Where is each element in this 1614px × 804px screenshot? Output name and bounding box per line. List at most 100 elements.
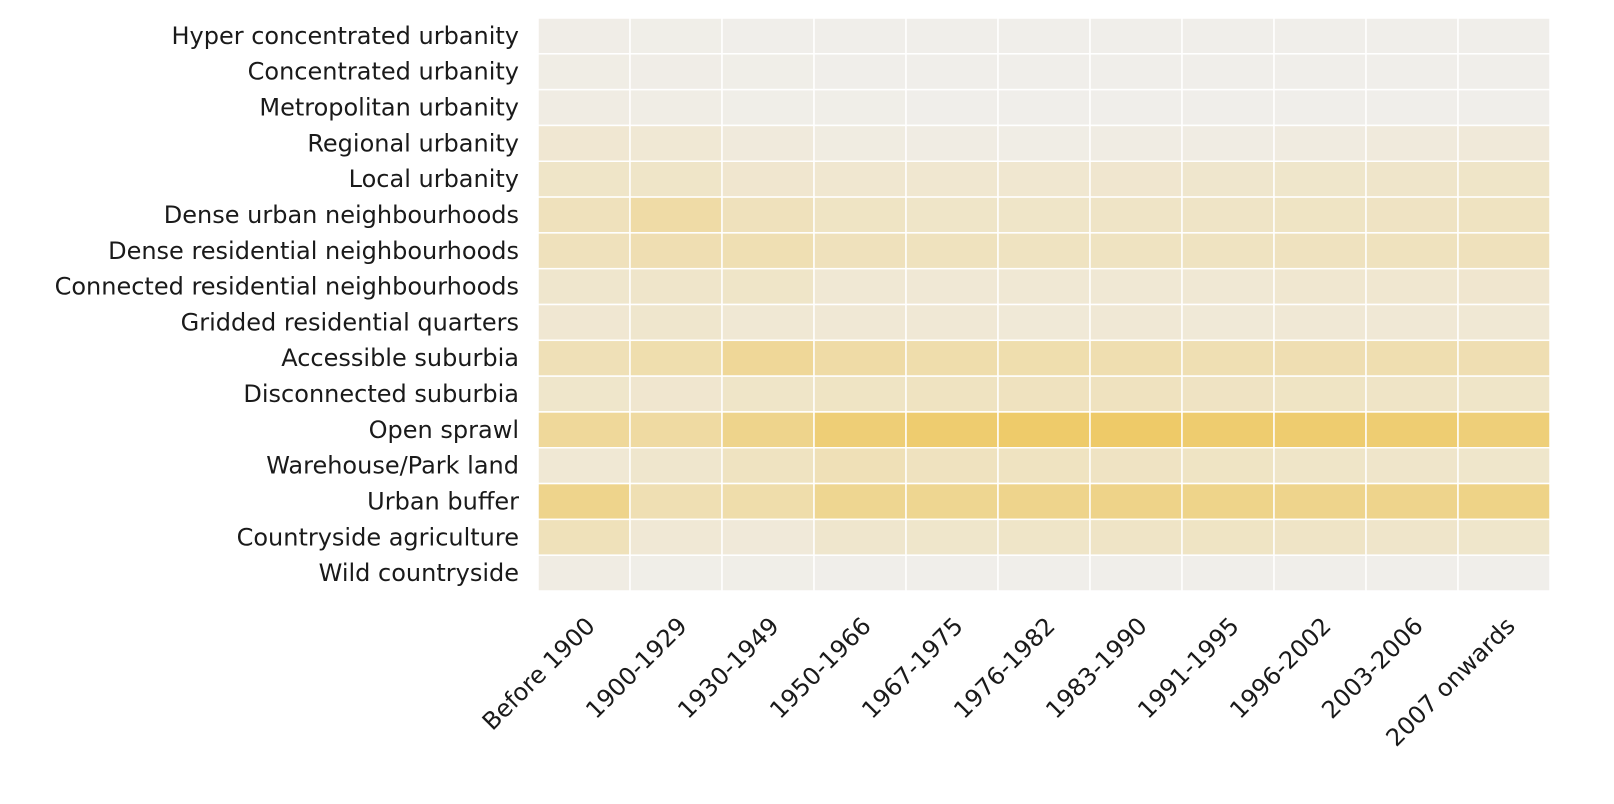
heatmap-cell-warehouse-park-land-before-1900 [537,447,631,485]
heatmap-cell-local-urbanity-1967-1975 [905,160,999,198]
heatmap-cell-accessible-suburbia-before-1900 [537,339,631,377]
heatmap-cell-metropolitan-urbanity-1996-2002 [1273,88,1367,127]
row-label-gridded-residential-quarters: Gridded residential quarters [181,308,519,336]
heatmap-cell-local-urbanity-2003-2006 [1365,160,1459,198]
heatmap-cell-disconnected-suburbia-1930-1949 [721,375,815,413]
heatmap-cell-warehouse-park-land-1996-2002 [1273,447,1367,485]
heatmap-cell-metropolitan-urbanity-2007-onwards [1457,88,1551,127]
heatmap-cell-gridded-residential-quarters-1930-1949 [721,303,815,342]
heatmap-cell-dense-urban-neighbourhoods-before-1900 [537,196,631,234]
heatmap-cell-concentrated-urbanity-2003-2006 [1365,53,1459,91]
heatmap-cell-hyper-concentrated-urbanity-2007-onwards [1457,17,1551,55]
heatmap-cell-connected-residential-neighbourhoods-1930-1949 [721,267,815,306]
cells-layer [537,17,1551,592]
row-label-urban-buffer: Urban buffer [367,487,519,515]
heatmap-cell-accessible-suburbia-1991-1995 [1181,339,1275,377]
heatmap-cell-connected-residential-neighbourhoods-1976-1982 [997,267,1091,306]
heatmap-cell-disconnected-suburbia-1983-1990 [1089,375,1183,413]
heatmap-cell-urban-buffer-1950-1966 [813,482,907,521]
row-label-concentrated-urbanity: Concentrated urbanity [248,58,519,86]
heatmap-cell-concentrated-urbanity-1930-1949 [721,53,815,91]
heatmap-cell-urban-buffer-1976-1982 [997,482,1091,521]
heatmap-cell-urban-buffer-1991-1995 [1181,482,1275,521]
heatmap-cell-connected-residential-neighbourhoods-1950-1966 [813,267,907,306]
heatmap-cell-disconnected-suburbia-1991-1995 [1181,375,1275,413]
heatmap-cell-gridded-residential-quarters-2007-onwards [1457,303,1551,342]
heatmap-cell-warehouse-park-land-1950-1966 [813,447,907,485]
heatmap-cell-hyper-concentrated-urbanity-1900-1929 [629,17,723,55]
heatmap-cell-concentrated-urbanity-1950-1966 [813,53,907,91]
heatmap-cell-wild-countryside-1950-1966 [813,554,907,592]
heatmap-cell-wild-countryside-1967-1975 [905,554,999,592]
heatmap-cell-connected-residential-neighbourhoods-1900-1929 [629,267,723,306]
heatmap-cell-open-sprawl-1991-1995 [1181,411,1275,449]
heatmap-cell-connected-residential-neighbourhoods-2007-onwards [1457,267,1551,306]
heatmap-cell-dense-urban-neighbourhoods-1991-1995 [1181,196,1275,234]
heatmap-cell-disconnected-suburbia-1950-1966 [813,375,907,413]
heatmap-cell-countryside-agriculture-1983-1990 [1089,518,1183,556]
heatmap-cell-local-urbanity-1976-1982 [997,160,1091,198]
heatmap-cell-accessible-suburbia-1967-1975 [905,339,999,377]
heatmap-cell-metropolitan-urbanity-1991-1995 [1181,88,1275,127]
heatmap-cell-metropolitan-urbanity-1950-1966 [813,88,907,127]
heatmap-cell-open-sprawl-2003-2006 [1365,411,1459,449]
heatmap-cell-hyper-concentrated-urbanity-1991-1995 [1181,17,1275,55]
heatmap-cell-open-sprawl-1967-1975 [905,411,999,449]
heatmap-cell-warehouse-park-land-1983-1990 [1089,447,1183,485]
heatmap-cell-regional-urbanity-1967-1975 [905,124,999,163]
heatmap-cell-countryside-agriculture-2003-2006 [1365,518,1459,556]
heatmap-cell-connected-residential-neighbourhoods-1983-1990 [1089,267,1183,306]
row-label-dense-residential-neighbourhoods: Dense residential neighbourhoods [108,237,519,265]
heatmap-cell-wild-countryside-2003-2006 [1365,554,1459,592]
row-label-connected-residential-neighbourhoods: Connected residential neighbourhoods [55,273,519,301]
heatmap-cell-open-sprawl-1976-1982 [997,411,1091,449]
heatmap-cell-metropolitan-urbanity-1930-1949 [721,88,815,127]
heatmap-cell-regional-urbanity-1983-1990 [1089,124,1183,163]
heatmap-cell-urban-buffer-1930-1949 [721,482,815,521]
heatmap-cell-dense-urban-neighbourhoods-1996-2002 [1273,196,1367,234]
heatmap-cell-dense-residential-neighbourhoods-2003-2006 [1365,232,1459,270]
heatmap-cell-dense-residential-neighbourhoods-before-1900 [537,232,631,270]
heatmap-cell-disconnected-suburbia-1900-1929 [629,375,723,413]
heatmap-cell-hyper-concentrated-urbanity-1930-1949 [721,17,815,55]
heatmap-cell-hyper-concentrated-urbanity-1967-1975 [905,17,999,55]
heatmap-cell-disconnected-suburbia-2003-2006 [1365,375,1459,413]
heatmap-cell-countryside-agriculture-1950-1966 [813,518,907,556]
heatmap-cell-gridded-residential-quarters-1976-1982 [997,303,1091,342]
heatmap-cell-dense-urban-neighbourhoods-1967-1975 [905,196,999,234]
heatmap-cell-dense-residential-neighbourhoods-1967-1975 [905,232,999,270]
heatmap-cell-wild-countryside-1991-1995 [1181,554,1275,592]
heatmap-cell-regional-urbanity-1900-1929 [629,124,723,163]
heatmap-cell-dense-residential-neighbourhoods-2007-onwards [1457,232,1551,270]
heatmap-cell-disconnected-suburbia-1967-1975 [905,375,999,413]
heatmap-cell-dense-residential-neighbourhoods-1900-1929 [629,232,723,270]
row-label-wild-countryside: Wild countryside [319,559,519,587]
heatmap-cell-open-sprawl-2007-onwards [1457,411,1551,449]
heatmap-cell-dense-urban-neighbourhoods-1983-1990 [1089,196,1183,234]
heatmap-cell-wild-countryside-1996-2002 [1273,554,1367,592]
heatmap-cell-countryside-agriculture-1900-1929 [629,518,723,556]
heatmap-cell-countryside-agriculture-before-1900 [537,518,631,556]
heatmap-cell-dense-residential-neighbourhoods-1991-1995 [1181,232,1275,270]
heatmap-cell-concentrated-urbanity-before-1900 [537,53,631,91]
row-label-disconnected-suburbia: Disconnected suburbia [243,380,519,408]
heatmap-cell-warehouse-park-land-1991-1995 [1181,447,1275,485]
heatmap-cell-dense-urban-neighbourhoods-1950-1966 [813,196,907,234]
heatmap-cell-dense-urban-neighbourhoods-1930-1949 [721,196,815,234]
heatmap-cell-warehouse-park-land-1900-1929 [629,447,723,485]
heatmap-cell-concentrated-urbanity-1991-1995 [1181,53,1275,91]
heatmap-cell-open-sprawl-1900-1929 [629,411,723,449]
column-label-before-1900: Before 1900 [477,612,601,736]
heatmap-cell-dense-residential-neighbourhoods-1976-1982 [997,232,1091,270]
heatmap-cell-disconnected-suburbia-1996-2002 [1273,375,1367,413]
heatmap-cell-countryside-agriculture-1967-1975 [905,518,999,556]
heatmap-cell-hyper-concentrated-urbanity-1950-1966 [813,17,907,55]
heatmap-cell-dense-residential-neighbourhoods-1983-1990 [1089,232,1183,270]
heatmap-cell-gridded-residential-quarters-1991-1995 [1181,303,1275,342]
row-label-metropolitan-urbanity: Metropolitan urbanity [259,94,519,122]
heatmap-cell-regional-urbanity-before-1900 [537,124,631,163]
heatmap-cell-wild-countryside-1900-1929 [629,554,723,592]
heatmap-cell-warehouse-park-land-1967-1975 [905,447,999,485]
heatmap-cell-wild-countryside-1983-1990 [1089,554,1183,592]
